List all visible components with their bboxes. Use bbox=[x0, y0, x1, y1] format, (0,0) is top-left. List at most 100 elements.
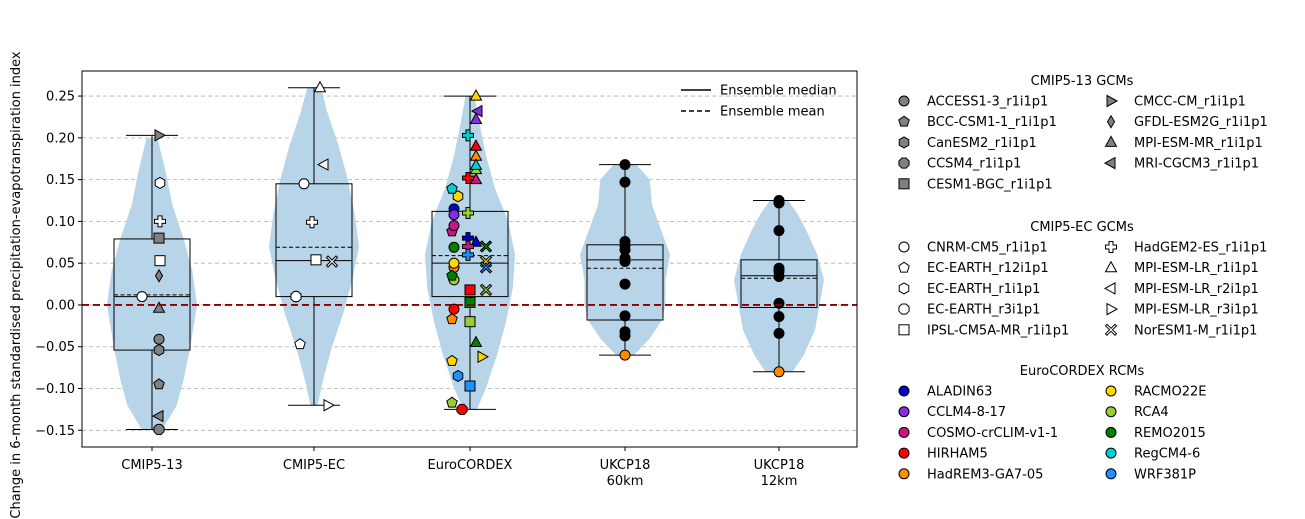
point-ukcp-shape bbox=[619, 176, 631, 188]
x-tick-label: 60km bbox=[607, 474, 644, 489]
point-WRF381P bbox=[452, 369, 464, 383]
point-ukcp bbox=[619, 256, 631, 268]
legend-label: CanESM2_r1i1p1 bbox=[927, 136, 1037, 151]
point-CCLM4-8-17-shape bbox=[448, 209, 460, 221]
point-IPSL-CM5A-MR_r1i1p1 bbox=[154, 255, 166, 267]
point-ukcp bbox=[773, 297, 785, 309]
point-EC-EARTH_r1i1p1 bbox=[154, 176, 166, 190]
legend-label: EC-EARTH_r12i1p1 bbox=[927, 261, 1049, 276]
legend-marker-shape bbox=[1104, 323, 1118, 337]
point-GFDL-ESM2G_r1i1p1-shape bbox=[154, 268, 164, 283]
legend-label: CNRM-CM5_r1i1p1 bbox=[927, 241, 1048, 256]
legend-marker-shape bbox=[898, 385, 910, 397]
legend-marker-shape bbox=[1105, 447, 1117, 459]
x-tick-label: CMIP5-EC bbox=[283, 458, 345, 473]
point-RACMO22E-shape bbox=[448, 257, 460, 269]
legend-label: ACCESS1-3_r1i1p1 bbox=[927, 95, 1048, 110]
point-ukcp bbox=[619, 159, 631, 171]
x-tick-label: UKCP18 bbox=[754, 458, 805, 473]
point-IPSL-CM5A-MR_r1i1p1 bbox=[310, 254, 322, 266]
legend-marker-shape bbox=[898, 282, 910, 295]
point-ukcp bbox=[773, 271, 785, 283]
point-RegCM4-6 bbox=[469, 158, 483, 170]
point-HIRHAM5-shape bbox=[464, 284, 476, 296]
y-tick-label: 0.00 bbox=[46, 298, 75, 313]
point-MPI-ESM-LR_r2i1p1 bbox=[316, 158, 329, 171]
legend-marker bbox=[1105, 406, 1117, 418]
legend-label: MPI-ESM-MR_r1i1p1 bbox=[1134, 136, 1263, 151]
group-0 bbox=[107, 134, 197, 431]
point-ukcp-shape bbox=[773, 197, 785, 209]
point-IPSL-CM5A-MR_r1i1p1-shape bbox=[310, 254, 322, 266]
point-MRI-CGCM3_r1i1p1 bbox=[151, 409, 164, 423]
legend-label: IPSL-CM5A-MR_r1i1p1 bbox=[927, 323, 1069, 338]
point-WRF381P-shape bbox=[462, 248, 474, 261]
point-ukcp-shape bbox=[773, 297, 785, 309]
point-RACMO22E-shape bbox=[477, 350, 490, 364]
point-ukcp bbox=[619, 310, 631, 322]
point-RACMO22E bbox=[469, 89, 483, 101]
point-RCA4 bbox=[462, 207, 474, 220]
y-tick-label: 0.25 bbox=[46, 90, 75, 105]
point-COSMO-crCLIM-v1-1 bbox=[448, 220, 460, 232]
legend-label: HIRHAM5 bbox=[927, 447, 988, 462]
point-HIRHAM5 bbox=[462, 171, 474, 184]
point-REMO2015 bbox=[479, 240, 493, 253]
x-tick-label: EuroCORDEX bbox=[428, 458, 513, 473]
point-ukcp-shape bbox=[773, 366, 785, 378]
point-RACMO22E-shape bbox=[446, 354, 458, 366]
legend-marker-shape bbox=[1105, 468, 1117, 480]
point-ukcp-shape bbox=[619, 159, 631, 171]
point-WRF381P bbox=[464, 380, 476, 392]
legend-marker-shape bbox=[898, 426, 910, 438]
point-ACCESS1-3_r1i1p1-shape bbox=[153, 333, 165, 345]
point-MRI-CGCM3_r1i1p1-shape bbox=[151, 409, 164, 423]
legend-marker-shape bbox=[1105, 385, 1117, 397]
x-tick-label: 12km bbox=[761, 474, 798, 489]
point-REMO2015 bbox=[446, 269, 458, 281]
point-RegCM4-6-shape bbox=[462, 129, 474, 142]
point-ukcp-shape bbox=[773, 271, 785, 283]
legend-marker bbox=[1103, 282, 1116, 295]
legend-label: GFDL-ESM2G_r1i1p1 bbox=[1134, 115, 1268, 130]
legend-label: MRI-CGCM3_r1i1p1 bbox=[1134, 157, 1259, 172]
point-CanESM2_r1i1p1-shape bbox=[153, 343, 165, 357]
point-ukcp bbox=[773, 197, 785, 209]
y-tick-label: 0.10 bbox=[46, 215, 75, 230]
point-ukcp bbox=[619, 330, 631, 342]
point-EC-EARTH_r12i1p1-shape bbox=[294, 338, 306, 350]
point-REMO2015 bbox=[464, 296, 476, 308]
legend-marker-shape bbox=[1106, 302, 1119, 316]
legend-label: ALADIN63 bbox=[927, 385, 992, 400]
legend-label: HadREM3-GA7-05 bbox=[927, 467, 1043, 482]
box-iqr bbox=[275, 183, 353, 298]
y-tick-label: 0.05 bbox=[46, 257, 75, 272]
legend-marker bbox=[1106, 94, 1119, 108]
legend-label: REMO2015 bbox=[1134, 426, 1206, 441]
legend-title: CMIP5-13 GCMs bbox=[1031, 74, 1134, 89]
point-ukcp-shape bbox=[773, 311, 785, 323]
point-HIRHAM5-shape bbox=[462, 171, 474, 184]
legend-marker bbox=[898, 468, 910, 480]
point-MPI-ESM-MR_r1i1p1 bbox=[152, 301, 166, 313]
legend-marker-shape bbox=[898, 241, 910, 253]
legend-marker-shape bbox=[898, 95, 910, 107]
legend-marker bbox=[898, 406, 910, 418]
legend-marker-shape bbox=[898, 324, 910, 336]
legend-marker-shape bbox=[1106, 94, 1119, 108]
legend-label: CCLM4-8-17 bbox=[927, 405, 1006, 420]
legend-marker bbox=[898, 282, 910, 295]
legend-marker-shape bbox=[898, 303, 910, 315]
legend-marker-shape bbox=[1104, 260, 1118, 273]
legend-marker bbox=[898, 178, 910, 190]
point-ukcp-shape bbox=[619, 278, 631, 290]
legend-marker bbox=[1106, 302, 1119, 316]
legend-marker bbox=[1104, 260, 1118, 273]
point-ukcp bbox=[773, 311, 785, 323]
point-ukcp-shape bbox=[619, 349, 631, 361]
point-REMO2015 bbox=[448, 241, 460, 253]
point-EC-EARTH_r1i1p1-shape bbox=[154, 176, 166, 190]
point-HIRHAM5-shape bbox=[448, 303, 460, 315]
point-CCLM4-8-17-shape bbox=[470, 104, 483, 118]
point-ukcp bbox=[773, 327, 785, 339]
